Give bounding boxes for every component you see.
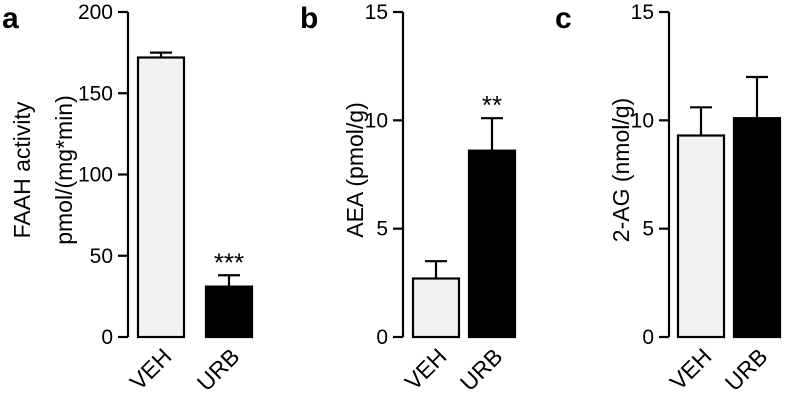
- y-axis-title: AEA (pmol/g): [342, 102, 368, 238]
- y-tick-label: 0: [101, 326, 113, 349]
- x-category-label: URB: [455, 343, 508, 396]
- y-tick-label: 5: [642, 218, 654, 241]
- y-tick-label: 0: [376, 326, 388, 349]
- y-tick-label: 15: [365, 1, 388, 24]
- y-tick-label: 10: [631, 109, 654, 132]
- significance-label: **: [482, 90, 502, 120]
- bar-urb: [467, 149, 517, 339]
- y-tick-label: 5: [376, 218, 388, 241]
- x-category-label: URB: [720, 343, 773, 396]
- y-tick-label: 0: [642, 326, 654, 349]
- y-tick-label: 100: [78, 164, 113, 187]
- bar-urb: [204, 285, 254, 339]
- bar-veh: [676, 134, 726, 339]
- x-category-label: VEH: [665, 343, 717, 395]
- bar-veh: [136, 56, 186, 339]
- y-tick-label: 15: [631, 1, 654, 24]
- chart-panel-c: 0 5 10 15 2-AG (nmol/g) VEH URB: [608, 1, 782, 396]
- y-tick-label: 150: [78, 82, 113, 105]
- y-tick-label: 10: [365, 109, 388, 132]
- chart-panel-b: 0 5 10 15 AEA (pmol/g) VEH ** URB: [342, 1, 517, 396]
- chart-panel-a: 0 50 100 150 200 FAAH activity pmol/(mg*min) VE…: [9, 1, 254, 396]
- y-tick-label: 200: [78, 1, 113, 24]
- panel-letter-a: a: [2, 2, 19, 35]
- y-axis-title: FAAH activity: [9, 101, 35, 238]
- panel-letter-b: b: [300, 2, 318, 35]
- x-category-label: URB: [192, 343, 245, 396]
- y-axis-title: 2-AG (nmol/g): [608, 98, 634, 242]
- panel-letter-c: c: [555, 2, 572, 35]
- bar-veh: [411, 277, 461, 339]
- significance-label: ***: [214, 247, 244, 277]
- bar-urb: [732, 117, 782, 339]
- y-tick-label: 50: [90, 245, 113, 268]
- y-axis-title: pmol/(mg*min): [51, 95, 77, 245]
- x-category-label: VEH: [400, 343, 452, 395]
- x-category-label: VEH: [125, 343, 177, 395]
